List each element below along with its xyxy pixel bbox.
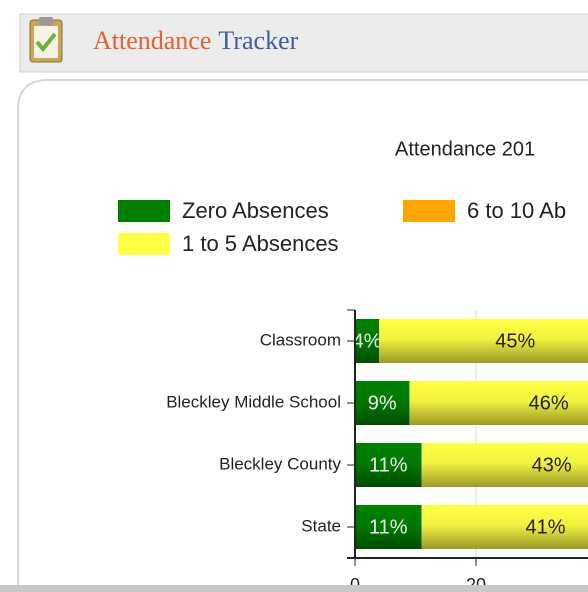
data-label: 9% <box>368 392 397 414</box>
data-label: 11% <box>369 516 408 538</box>
x-tick-label: 0 <box>350 575 360 592</box>
y-tick-label: State <box>301 516 341 535</box>
data-label: 46% <box>529 392 569 414</box>
bar-shade <box>355 443 422 487</box>
data-label: 43% <box>532 454 572 476</box>
app-title-part2: Tracker <box>218 26 298 55</box>
app-title: Attendance Tracker <box>93 26 299 55</box>
legend-label: 1 to 5 Absences <box>182 231 339 256</box>
bar-shade <box>355 381 410 425</box>
y-tick-label: Bleckley County <box>219 454 341 473</box>
y-tick-label: Classroom <box>260 330 341 349</box>
data-label: 41% <box>526 516 566 538</box>
legend-label: 6 to 10 Ab <box>467 198 566 223</box>
header-bar <box>19 13 588 73</box>
chart-title: Attendance 201 <box>395 138 535 160</box>
bar-shade <box>421 505 588 549</box>
y-tick-label: Bleckley Middle School <box>166 392 341 411</box>
bar-shade <box>355 505 422 549</box>
data-label: 4% <box>353 330 382 352</box>
legend-swatch <box>118 200 170 222</box>
legend-label: Zero Absences <box>182 198 329 223</box>
data-label: 45% <box>495 330 535 352</box>
data-label: 11% <box>369 454 408 476</box>
legend-swatch <box>403 200 455 222</box>
bar-shade <box>421 443 588 487</box>
scrollbar <box>0 585 588 592</box>
app-title-part1: Attendance <box>93 26 211 55</box>
bar-shade <box>355 319 380 363</box>
clipboard-icon <box>29 17 63 63</box>
legend-swatch <box>118 233 170 255</box>
bar-shade <box>379 319 588 363</box>
bar-shade <box>409 381 588 425</box>
